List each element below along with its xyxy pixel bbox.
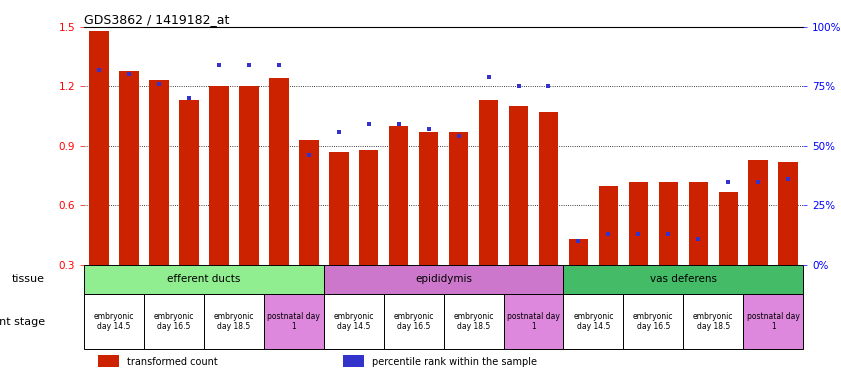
Bar xyxy=(628,182,648,265)
Bar xyxy=(389,126,409,265)
Bar xyxy=(149,81,169,265)
Text: embryonic
day 14.5: embryonic day 14.5 xyxy=(574,312,614,331)
Bar xyxy=(563,265,803,294)
Bar xyxy=(539,112,558,265)
Text: embryonic
day 18.5: embryonic day 18.5 xyxy=(693,312,733,331)
Bar xyxy=(204,294,264,349)
Text: embryonic
day 14.5: embryonic day 14.5 xyxy=(334,312,374,331)
Text: embryonic
day 16.5: embryonic day 16.5 xyxy=(394,312,434,331)
Bar xyxy=(119,71,139,265)
Text: postnatal day
1: postnatal day 1 xyxy=(507,312,560,331)
Text: embryonic
day 18.5: embryonic day 18.5 xyxy=(453,312,494,331)
Bar xyxy=(239,86,259,265)
Bar xyxy=(563,294,623,349)
Bar xyxy=(209,86,229,265)
Bar xyxy=(419,132,438,265)
Text: postnatal day
1: postnatal day 1 xyxy=(267,312,320,331)
Text: development stage: development stage xyxy=(0,316,45,327)
Text: embryonic
day 14.5: embryonic day 14.5 xyxy=(94,312,135,331)
Bar xyxy=(509,106,528,265)
Bar xyxy=(264,294,324,349)
Text: percentile rank within the sample: percentile rank within the sample xyxy=(372,356,537,367)
Bar xyxy=(504,294,563,349)
Bar xyxy=(779,162,798,265)
Text: vas deferens: vas deferens xyxy=(650,274,717,285)
Text: embryonic
day 18.5: embryonic day 18.5 xyxy=(214,312,254,331)
Bar xyxy=(179,100,198,265)
Text: postnatal day
1: postnatal day 1 xyxy=(747,312,800,331)
Text: GDS3862 / 1419182_at: GDS3862 / 1419182_at xyxy=(84,13,230,26)
Text: embryonic
day 16.5: embryonic day 16.5 xyxy=(633,312,674,331)
Text: transformed count: transformed count xyxy=(127,356,218,367)
Text: epididymis: epididymis xyxy=(415,274,472,285)
Bar xyxy=(84,265,324,294)
Bar xyxy=(144,294,204,349)
Bar xyxy=(84,294,144,349)
Bar xyxy=(659,182,678,265)
Text: tissue: tissue xyxy=(12,274,45,285)
Bar xyxy=(569,239,588,265)
Text: efferent ducts: efferent ducts xyxy=(167,274,241,285)
Bar xyxy=(98,355,119,367)
Bar xyxy=(269,78,288,265)
Bar xyxy=(383,294,443,349)
Bar xyxy=(359,150,378,265)
Bar xyxy=(748,160,768,265)
Bar xyxy=(329,152,348,265)
Bar xyxy=(89,31,108,265)
Bar xyxy=(324,294,383,349)
Bar xyxy=(299,140,319,265)
Text: embryonic
day 16.5: embryonic day 16.5 xyxy=(154,312,194,331)
Bar xyxy=(743,294,803,349)
Bar xyxy=(718,192,738,265)
Bar xyxy=(443,294,504,349)
Bar xyxy=(623,294,683,349)
Bar xyxy=(599,185,618,265)
Bar xyxy=(689,182,708,265)
Bar xyxy=(343,355,364,367)
Bar xyxy=(324,265,563,294)
Bar xyxy=(683,294,743,349)
Bar xyxy=(449,132,468,265)
Bar xyxy=(479,100,499,265)
